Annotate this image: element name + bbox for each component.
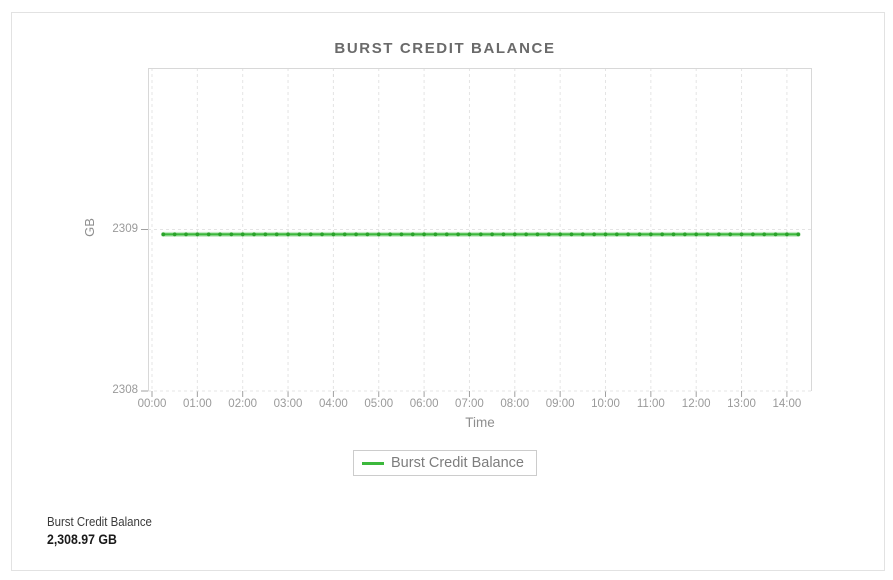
x-tick-label: 01:00 <box>182 398 212 410</box>
x-axis-title: Time <box>465 415 495 430</box>
summary: Burst Credit Balance 2,308.97 GB <box>47 514 152 547</box>
y-tick-label: 2309 <box>112 222 138 235</box>
legend: Burst Credit Balance <box>78 450 812 476</box>
summary-value: 2,308.97 GB <box>47 531 117 547</box>
x-tick-label: 09:00 <box>545 398 575 410</box>
x-tick-label: 06:00 <box>409 398 439 410</box>
x-tick-label: 10:00 <box>591 398 620 410</box>
x-tick-label: 00:00 <box>137 398 167 410</box>
x-tick-label: 13:00 <box>727 398 756 410</box>
x-tick-label: 11:00 <box>636 398 665 410</box>
chart-panel <box>11 12 885 571</box>
x-tick-label: 05:00 <box>364 398 394 410</box>
x-tick-label: 07:00 <box>455 398 484 410</box>
legend-label: Burst Credit Balance <box>391 455 524 471</box>
x-tick-label: 04:00 <box>319 398 348 410</box>
legend-line-swatch <box>362 461 384 465</box>
x-tick-label: 02:00 <box>228 398 258 410</box>
x-tick-label: 12:00 <box>681 398 711 410</box>
x-tick-label: 14:00 <box>772 398 802 410</box>
chart-title: BURST CREDIT BALANCE <box>334 40 556 57</box>
y-tick-label: 2308 <box>112 384 138 396</box>
summary-label: Burst Credit Balance <box>47 514 152 529</box>
x-tick-label: 08:00 <box>500 398 530 410</box>
y-axis-title: GB <box>81 218 97 237</box>
x-tick-label: 03:00 <box>273 398 303 410</box>
legend-box: Burst Credit Balance <box>353 450 537 476</box>
